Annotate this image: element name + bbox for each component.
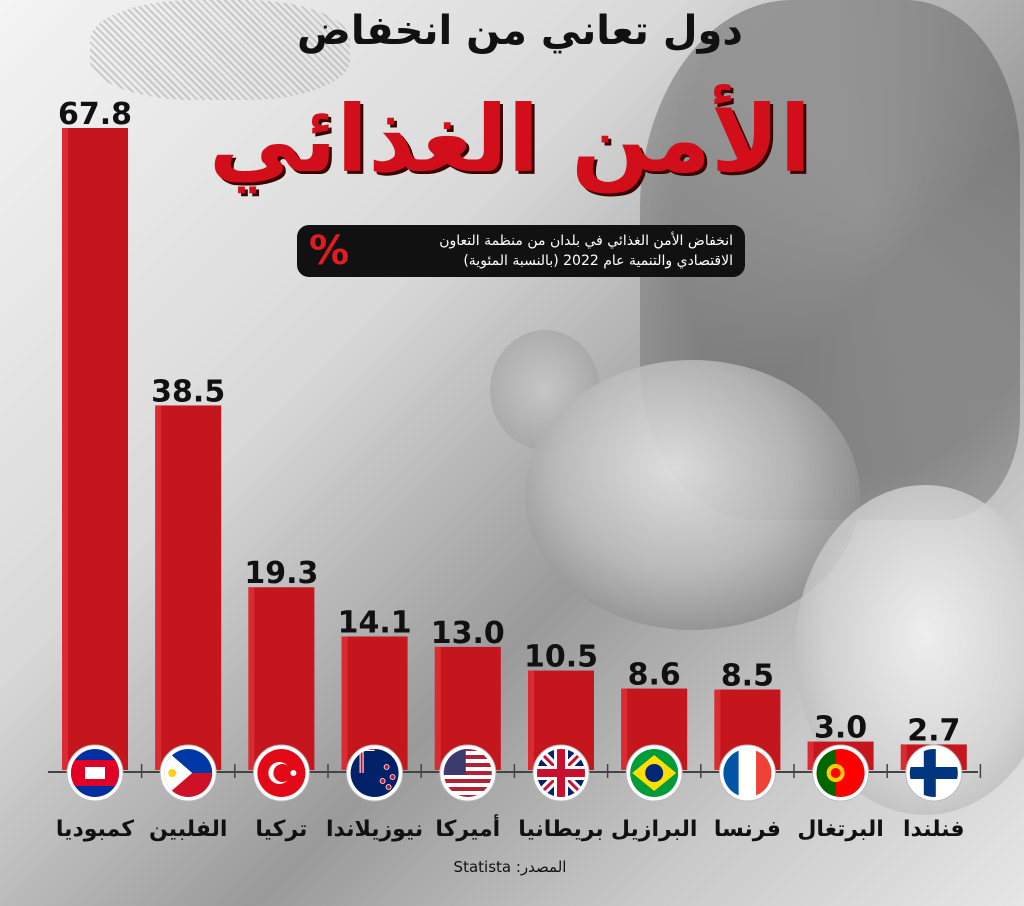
turkey-flag-icon [252,744,310,802]
bar-highlight [62,128,68,770]
brazil-flag-icon [625,744,683,802]
x-tick-label: نيوزيلاندا [326,817,423,842]
chart-title-main: الأمن الغذائي [208,86,812,193]
source-note: المصدر: Statista [453,858,567,876]
data-label: 14.1 [338,605,412,640]
data-label: 10.5 [524,640,598,675]
bar-highlight [434,646,441,770]
bar [248,587,315,770]
subtitle-box: انخفاض الأمن الغذائي في بلدان من منظمة ا… [297,225,745,277]
data-label: 38.5 [151,374,225,409]
x-tick-label: كمبوديا [56,817,134,842]
bar-highlight [807,741,814,770]
finland-flag-icon [905,744,963,802]
x-tick-label: البرتغال [797,817,884,842]
bar-highlight [714,689,721,770]
x-tick-label: الفلبين [149,817,227,842]
subtitle-line-2: الاقتصادي والتنمية عام 2022 (بالنسبة الم… [463,253,733,269]
percent-icon: % [309,228,350,274]
subtitle-text: انخفاض الأمن الغذائي في بلدان من منظمة ا… [357,231,733,271]
cambodia-flag-icon [66,744,124,802]
bar-highlight [900,744,907,770]
portugal-flag-icon [812,744,870,802]
data-label: 8.5 [721,659,774,694]
bar-highlight [528,670,534,770]
x-tick-label: أميركا [435,813,500,842]
data-label: 67.8 [58,97,132,132]
new-zealand-flag-icon [346,744,404,802]
philippines-flag-icon [159,744,217,802]
x-tick-label: فرنسا [714,817,781,842]
data-label: 3.0 [814,711,867,746]
data-label: 2.7 [907,713,960,748]
usa-flag-icon [439,744,497,802]
bar-highlight [248,587,255,770]
subtitle-line-1: انخفاض الأمن الغذائي في بلدان من منظمة ا… [439,233,733,249]
france-flag-icon [718,744,776,802]
data-label: 8.6 [628,658,681,693]
chart-title-top: دول تعاني من انخفاض [297,8,743,54]
data-label: 13.0 [431,616,505,651]
bar-highlight [341,636,348,770]
x-tick-label: فنلندا [903,817,965,842]
bar-highlight [155,405,162,770]
x-tick-label: بريطانيا [518,817,603,842]
data-label: 19.3 [244,556,318,591]
bar-highlight [621,688,628,770]
x-tick-label: تركيا [255,817,307,842]
uk-flag-icon [532,744,590,802]
bar [155,405,222,770]
bar [62,128,128,770]
x-tick-label: البرازيل [611,817,698,842]
